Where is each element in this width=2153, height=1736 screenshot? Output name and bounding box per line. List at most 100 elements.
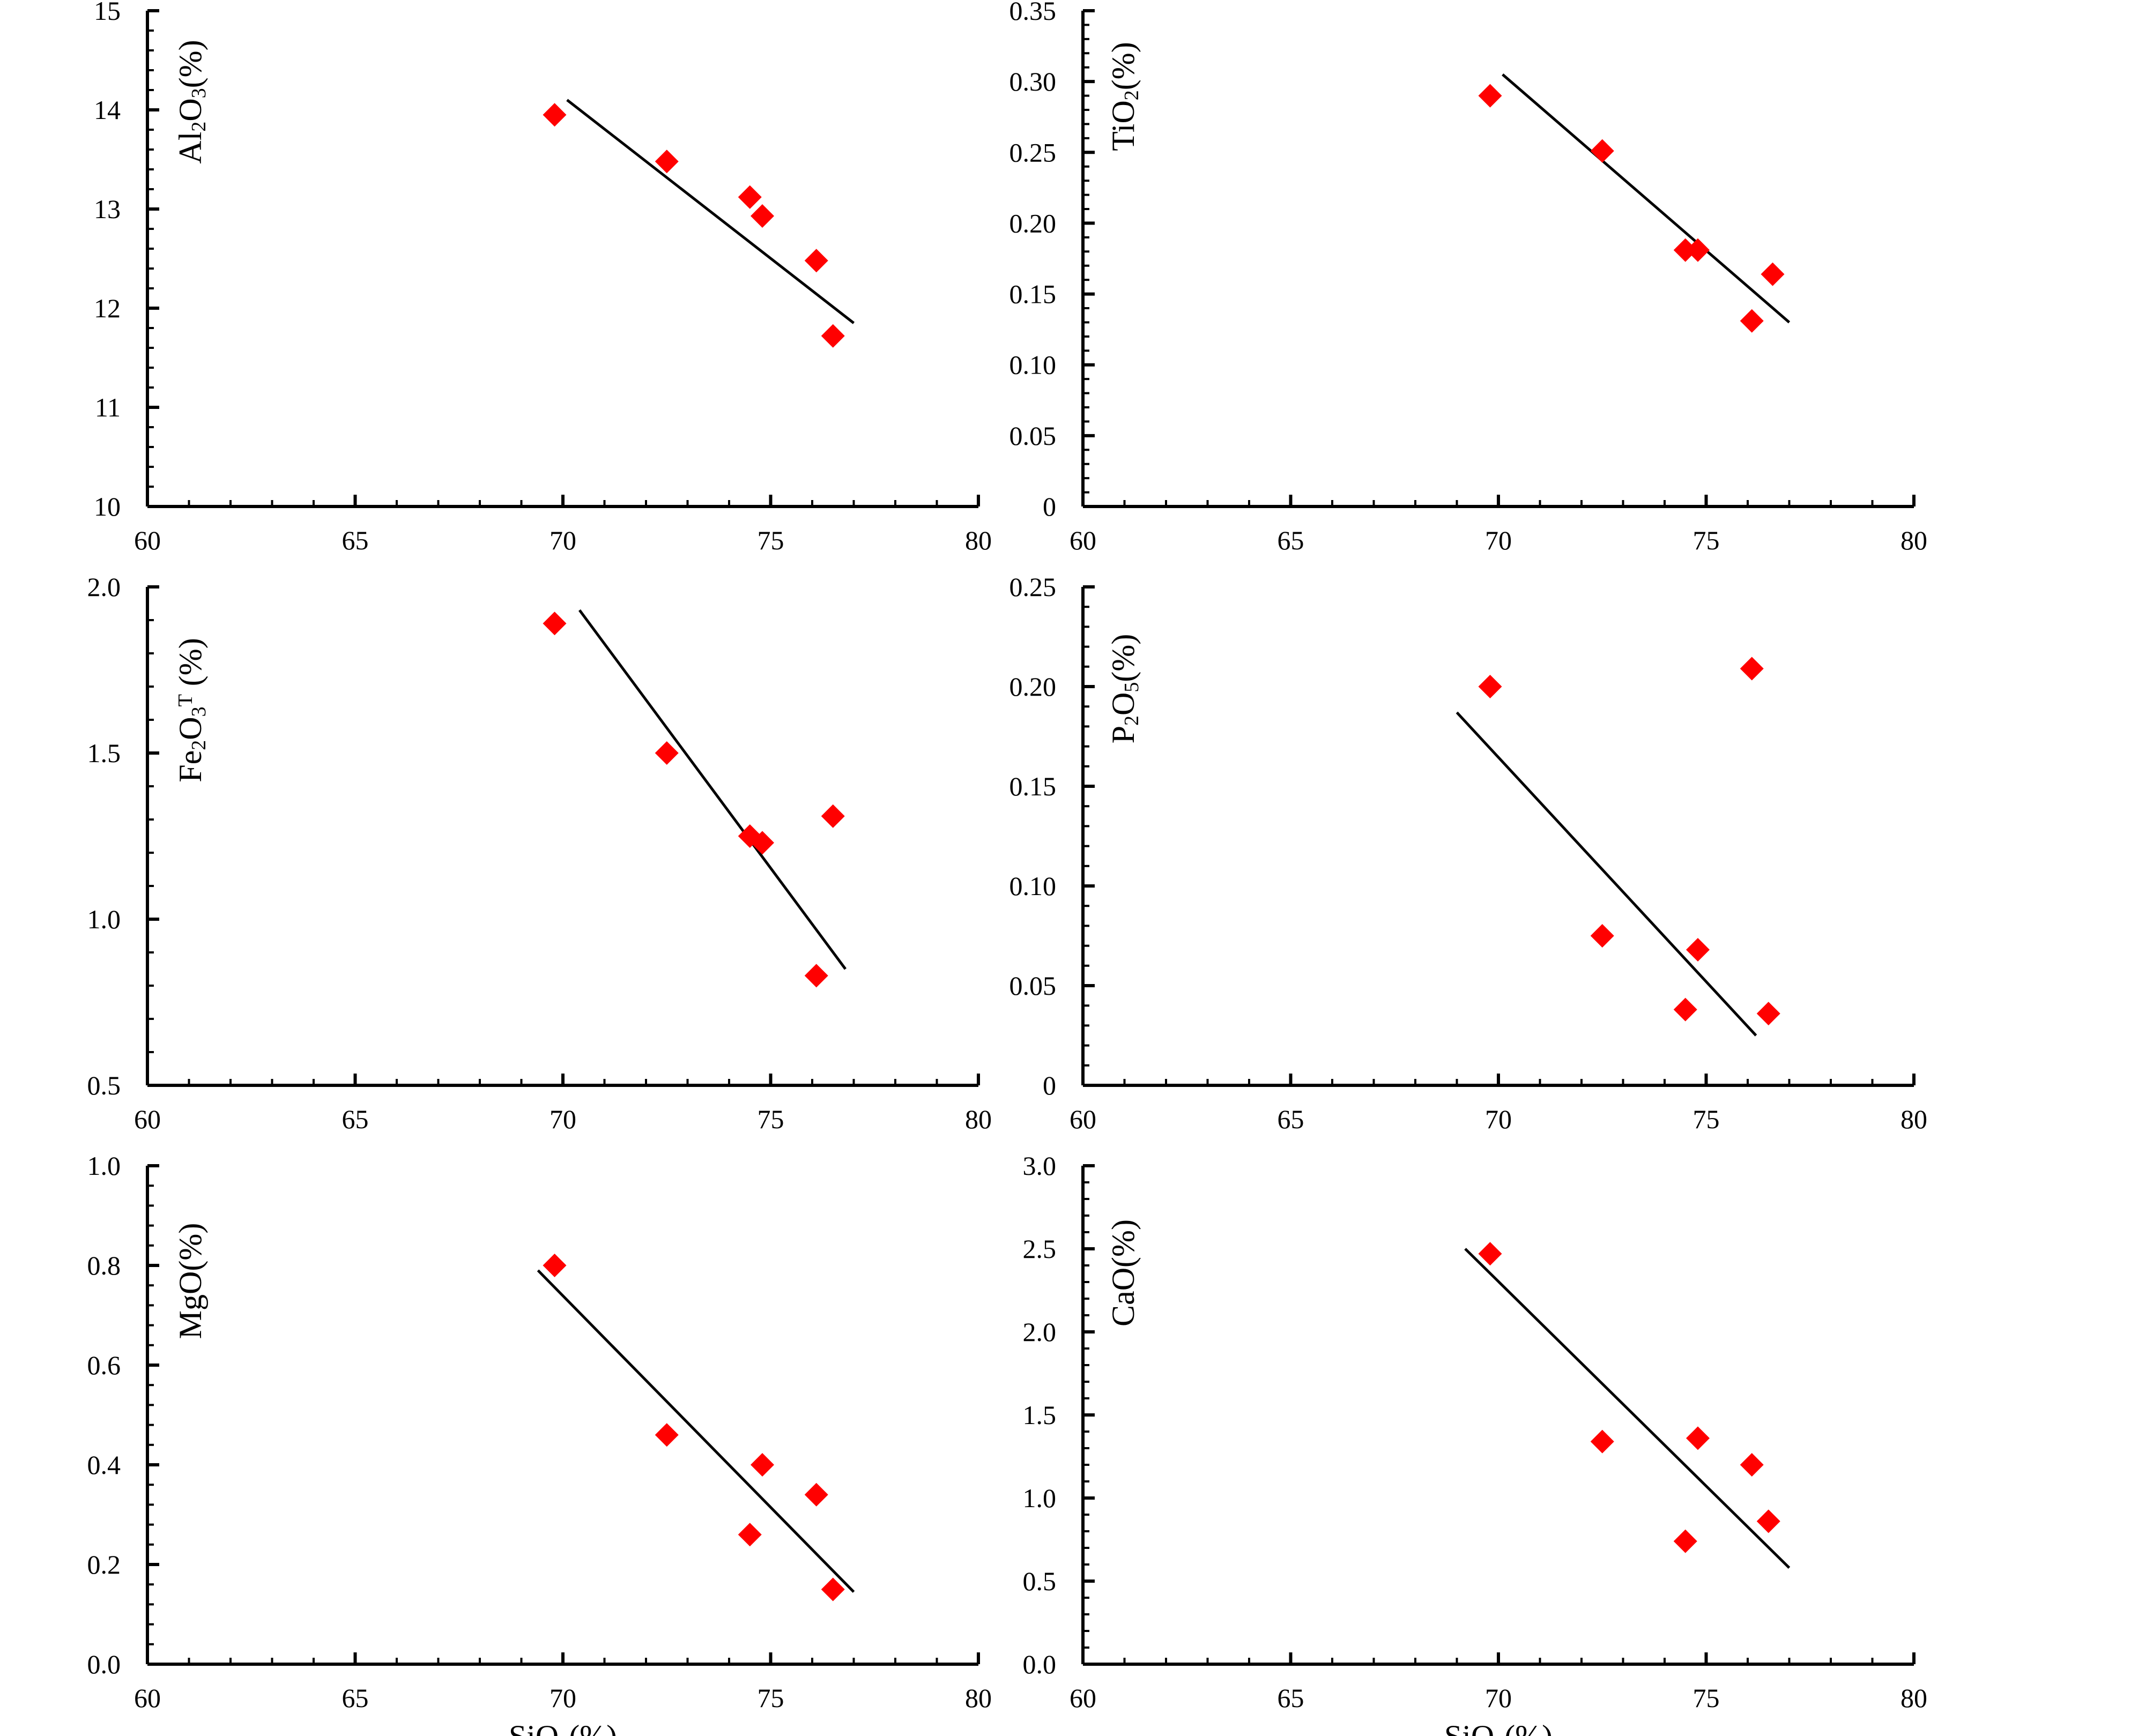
chart-panel-3: 60 65 70 75 80 0.5 1.0 1.5 2.0 Fe2O3T (%)	[87, 572, 992, 1134]
y-tick-label: 15	[94, 0, 121, 26]
data-point	[1761, 262, 1785, 286]
y-axis-title: MgO(%)	[173, 1223, 208, 1339]
data-point	[1740, 657, 1764, 681]
y-tick-label: 0.0	[1023, 1649, 1057, 1679]
data-point	[804, 1482, 828, 1507]
y-tick-label: 0.20	[1009, 208, 1057, 238]
data-point	[655, 150, 679, 174]
x-tick-label: 80	[965, 525, 992, 555]
data-point	[655, 1423, 679, 1447]
trend-line	[537, 1269, 855, 1593]
y-axis-title: Fe2O3T (%)	[173, 638, 210, 783]
trend-line	[578, 609, 847, 970]
data-point	[821, 804, 845, 828]
y-tick-label: 13	[94, 194, 121, 224]
x-tick-label: 80	[1900, 525, 1927, 555]
x-tick-label: 70	[550, 1683, 576, 1713]
data-point	[804, 964, 828, 988]
y-tick-label: 14	[94, 95, 121, 125]
y-tick-label: 0.20	[1009, 672, 1057, 702]
y-tick-label: 1.5	[87, 738, 121, 768]
data-point	[821, 1577, 845, 1601]
y-tick-label: 0.10	[1009, 871, 1057, 901]
y-tick-label: 2.5	[1023, 1234, 1057, 1264]
x-tick-label: 80	[965, 1104, 992, 1134]
y-tick-label: 0	[1043, 1070, 1056, 1100]
data-point	[1740, 309, 1764, 333]
x-tick-label: 60	[134, 525, 161, 555]
data-point	[1590, 924, 1614, 948]
y-tick-label: 10	[94, 491, 121, 521]
data-point	[1478, 1242, 1502, 1266]
y-tick-label: 2.0	[87, 572, 121, 602]
data-point	[1478, 675, 1502, 698]
data-point	[1756, 1002, 1780, 1026]
data-point	[1673, 1529, 1697, 1553]
trend-line	[1456, 711, 1757, 1037]
x-tick-label: 60	[1070, 1104, 1096, 1134]
data-point	[1686, 938, 1710, 962]
data-point	[738, 1523, 762, 1547]
y-tick-label: 0.10	[1009, 350, 1057, 380]
x-tick-label: 75	[758, 1104, 784, 1134]
x-tick-label: 70	[1485, 525, 1512, 555]
y-axis-title: TiO2(%)	[1105, 42, 1143, 151]
y-tick-label: 0.15	[1009, 771, 1057, 801]
y-tick-label: 0.8	[87, 1250, 121, 1280]
y-tick-label: 1.5	[1023, 1400, 1057, 1430]
y-tick-label: 0.25	[1009, 572, 1057, 602]
y-tick-label: 3.0	[1023, 1151, 1057, 1181]
y-tick-label: 0.5	[87, 1070, 121, 1100]
y-axis-title: P2O5(%)	[1105, 634, 1143, 744]
x-axis-title: SiO2(%)	[509, 1719, 617, 1736]
x-tick-label: 60	[1070, 525, 1096, 555]
trend-line	[1464, 1248, 1791, 1569]
data-point	[1673, 997, 1697, 1022]
chart-panel-4: 60 65 70 75 80 0 0.05 0.10 0.15 0.20 0.25 P2O5(%)	[1009, 572, 1928, 1134]
x-tick-label: 65	[1278, 525, 1304, 555]
y-axis-title: Al2O3(%)	[173, 40, 210, 163]
y-tick-label: 1.0	[1023, 1483, 1057, 1513]
y-tick-label: 0.4	[87, 1450, 121, 1480]
data-point	[1686, 1426, 1710, 1450]
chart-panel-2: 60 65 70 75 80 0 0.05 0.10 0.15 0.20 0.25 0.30 0.35 T…	[1009, 0, 1928, 555]
y-tick-label: 0.30	[1009, 66, 1057, 96]
data-point	[543, 1254, 567, 1277]
x-tick-label: 70	[1485, 1104, 1512, 1134]
data-point	[804, 249, 828, 273]
trend-line	[566, 99, 855, 324]
data-point	[751, 1453, 774, 1477]
x-tick-label: 75	[758, 1683, 784, 1713]
data-point	[543, 612, 567, 636]
x-tick-label: 75	[1693, 1104, 1720, 1134]
x-tick-label: 70	[550, 1104, 576, 1134]
data-point	[751, 831, 774, 855]
y-tick-label: 0.05	[1009, 971, 1057, 1001]
data-point	[1740, 1453, 1764, 1477]
data-point	[1590, 1429, 1614, 1454]
y-axis-title: CaO(%)	[1105, 1219, 1141, 1327]
data-point	[738, 185, 762, 209]
x-tick-label: 75	[1693, 525, 1720, 555]
x-tick-label: 80	[1900, 1683, 1927, 1713]
x-tick-label: 70	[1485, 1683, 1512, 1713]
x-tick-label: 60	[134, 1683, 161, 1713]
data-point	[751, 204, 774, 228]
x-tick-label: 75	[758, 525, 784, 555]
y-tick-label: 2.0	[1023, 1317, 1057, 1347]
x-tick-label: 80	[1900, 1104, 1927, 1134]
x-axis-title: SiO2(%)	[1444, 1719, 1553, 1736]
data-point	[1686, 238, 1710, 262]
x-tick-label: 65	[342, 1104, 369, 1134]
x-tick-label: 65	[342, 1683, 369, 1713]
x-tick-label: 65	[342, 525, 369, 555]
chart-panel-1: 60 65 70 75 80 10 11 12 13 14 15 Al2O3(%)	[94, 0, 992, 555]
x-tick-label: 65	[1278, 1683, 1304, 1713]
x-tick-label: 80	[965, 1683, 992, 1713]
y-tick-label: 0.25	[1009, 137, 1057, 167]
data-point	[1756, 1509, 1780, 1533]
y-tick-label: 0.05	[1009, 421, 1057, 451]
data-point	[1478, 84, 1502, 108]
y-tick-label: 1.0	[87, 904, 121, 934]
